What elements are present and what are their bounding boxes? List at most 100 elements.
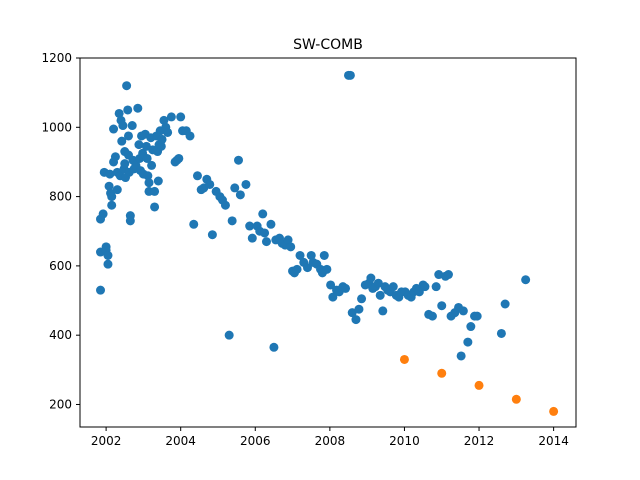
data-point-series-1 [472,311,482,321]
data-point-series-1 [500,299,510,309]
data-point-series-1 [205,179,215,189]
data-point-series-1 [185,131,195,141]
points-layer [96,70,559,416]
data-point-series-1 [122,81,132,91]
data-point-series-1 [235,190,245,200]
x-tick-label: 2014 [538,434,569,448]
data-point-series-1 [347,308,357,318]
data-point-series-1 [127,121,137,131]
data-point-series-1 [322,264,332,274]
data-point-series-1 [98,209,108,219]
data-point-series-1 [351,315,361,325]
data-point-series-1 [345,70,355,80]
data-point-series-1 [157,134,167,144]
data-point-series-1 [159,115,169,125]
data-point-series-1 [227,216,237,226]
axes-layer: 2002 2004 2006 2008 2010 2012 2014 200 400 600 800… [41,51,577,448]
data-point-series-1 [142,153,152,163]
data-point-series-1 [105,169,115,179]
data-point-series-1 [156,141,166,151]
x-tick-label: 2012 [464,434,495,448]
data-point-series-1 [230,183,240,193]
data-point-series-1 [117,136,127,146]
data-point-series-2 [511,394,521,404]
x-tick-label: 2006 [240,434,271,448]
y-tick-label: 1200 [41,51,72,65]
data-point-series-1 [176,112,186,122]
data-point-series-1 [163,127,173,137]
data-point-series-1 [224,330,234,340]
data-point-series-1 [207,230,217,240]
data-point-series-1 [96,285,106,295]
data-point-series-1 [134,140,144,150]
data-point-series-1 [118,121,128,131]
data-point-series-2 [549,406,559,416]
y-tick-label: 400 [49,328,72,342]
y-tick-label: 200 [49,397,72,411]
data-point-series-1 [260,228,270,238]
data-point-series-1 [521,275,531,285]
data-point-series-1 [366,273,376,283]
data-point-series-1 [463,337,473,347]
data-point-series-1 [431,282,441,292]
data-point-series-1 [220,200,230,210]
data-point-series-1 [306,250,316,260]
data-point-series-1 [144,178,154,188]
data-point-series-1 [292,264,302,274]
data-point-series-1 [245,221,255,231]
data-point-series-1 [114,108,124,118]
x-tick-label: 2010 [389,434,420,448]
data-point-series-2 [437,368,447,378]
data-point-series-1 [143,171,153,181]
data-point-series-1 [319,250,329,260]
data-point-series-1 [120,159,130,169]
x-tick-label: 2008 [315,434,346,448]
data-point-series-1 [269,342,279,352]
data-point-series-1 [328,292,338,302]
data-point-series-1 [357,294,367,304]
plot-frame [79,57,577,428]
data-point-series-1 [107,200,117,210]
data-point-series-1 [326,280,336,290]
data-point-series-1 [466,322,476,332]
data-point-series-1 [103,250,113,260]
data-point-series-1 [189,219,199,229]
data-point-series-1 [456,351,466,361]
data-point-series-1 [150,186,160,196]
data-point-series-1 [458,306,468,316]
data-point-series-1 [375,290,385,300]
data-point-series-1 [373,278,383,288]
data-point-series-1 [166,112,176,122]
data-point-series-1 [150,202,160,212]
data-point-series-1 [133,103,143,113]
data-point-series-1 [261,237,271,247]
data-point-series-1 [103,259,113,269]
chart-title: SW-COMB [293,37,363,53]
data-point-series-1 [110,152,120,162]
data-point-series-1 [266,219,276,229]
data-point-series-1 [354,304,364,314]
data-point-series-1 [147,160,157,170]
data-point-series-2 [474,380,484,390]
data-point-series-1 [107,192,117,202]
data-point-series-1 [496,328,506,338]
data-point-series-1 [241,179,251,189]
data-point-series-1 [443,270,453,280]
data-point-series-1 [123,131,133,141]
data-point-series-1 [283,235,293,245]
data-point-series-1 [234,155,243,165]
data-point-series-1 [388,282,398,292]
data-point-series-1 [247,233,257,243]
data-point-series-1 [112,185,122,195]
y-tick-label: 600 [49,259,72,273]
data-point-series-1 [286,242,296,252]
data-point-series-1 [109,124,119,134]
data-point-series-1 [104,181,114,191]
data-point-series-1 [192,171,202,181]
data-point-series-1 [174,153,184,163]
data-point-series-1 [378,306,388,316]
data-point-series-1 [420,282,430,292]
data-point-series-1 [125,216,135,226]
data-point-series-1 [153,176,163,186]
